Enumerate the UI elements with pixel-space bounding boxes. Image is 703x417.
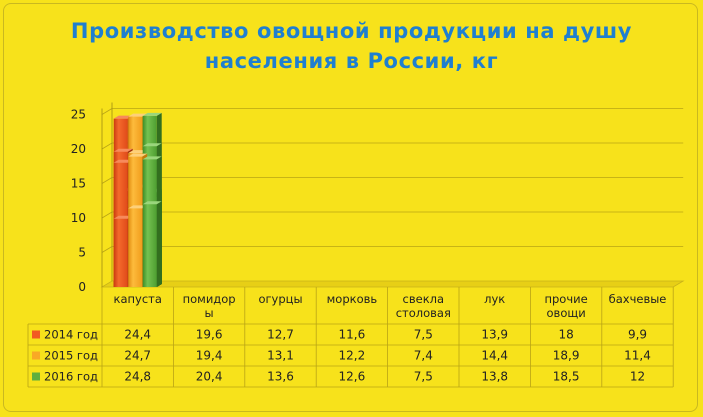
data-label: 12,2 xyxy=(339,349,366,363)
bar xyxy=(113,218,128,287)
data-label: 11,6 xyxy=(339,328,366,342)
x-tick-label: капуста xyxy=(114,292,162,306)
bar-top xyxy=(128,205,148,209)
data-label: 13,8 xyxy=(481,370,508,384)
legend-label: 2015 год xyxy=(44,349,98,363)
x-tick-label: огурцы xyxy=(258,292,302,306)
data-label: 14,4 xyxy=(481,349,508,363)
x-tick-label: помидор ы xyxy=(183,292,236,320)
data-label: 9,9 xyxy=(628,328,647,342)
data-label: 20,4 xyxy=(196,370,223,384)
y-tick-label: 0 xyxy=(78,280,86,294)
data-label: 12,6 xyxy=(339,370,366,384)
data-label: 19,6 xyxy=(196,328,223,342)
gridline-slant xyxy=(101,142,113,150)
data-label: 24,4 xyxy=(124,328,151,342)
data-label: 24,7 xyxy=(124,349,151,363)
data-label: 13,1 xyxy=(267,349,294,363)
data-label: 12,7 xyxy=(267,328,294,342)
data-label: 7,4 xyxy=(414,349,433,363)
x-tick-label: бахчевые xyxy=(609,292,667,306)
chart-floor xyxy=(100,280,685,288)
bar-top xyxy=(113,215,133,219)
bar-top xyxy=(113,159,133,163)
data-label: 13,9 xyxy=(481,328,508,342)
data-label: 18,9 xyxy=(553,349,580,363)
bar xyxy=(128,208,143,287)
y-tick-label: 10 xyxy=(71,211,86,225)
chart-title: Производство овощной продукции на душу н… xyxy=(70,19,633,73)
x-tick-label: свекла столовая xyxy=(396,292,451,320)
x-tick-label: лук xyxy=(484,292,505,306)
data-label: 18,5 xyxy=(553,370,580,384)
legend-key xyxy=(32,351,40,360)
chart-frame xyxy=(3,3,698,412)
bar xyxy=(142,204,157,287)
legend-label: 2016 год xyxy=(44,370,98,384)
gridline-slant xyxy=(101,246,113,253)
data-label: 19,4 xyxy=(196,349,223,363)
bar-top xyxy=(128,150,148,154)
gridline-slant xyxy=(101,108,113,115)
data-label: 24,8 xyxy=(124,370,151,384)
gridline-slant xyxy=(101,211,113,219)
data-label: 7,5 xyxy=(414,328,433,342)
bar-top xyxy=(142,112,162,116)
bar-top xyxy=(142,143,162,147)
y-tick-label: 25 xyxy=(71,108,86,122)
data-label: 7,5 xyxy=(414,370,433,384)
y-tick-label: 5 xyxy=(78,246,86,260)
bar-top xyxy=(128,153,148,157)
bar-top xyxy=(142,201,162,205)
bar-top xyxy=(142,156,162,160)
bar-top xyxy=(113,148,133,152)
data-label: 18 xyxy=(558,328,573,342)
bar-top xyxy=(113,115,133,119)
y-tick-label: 15 xyxy=(71,177,86,191)
x-tick-label: морковь xyxy=(327,292,378,306)
legend-label: 2014 год xyxy=(44,328,98,342)
gridline-slant xyxy=(101,177,113,184)
bar-top xyxy=(128,113,148,117)
legend-key xyxy=(32,330,40,339)
data-label: 12 xyxy=(630,370,645,384)
bar-side xyxy=(156,201,162,287)
legend-key xyxy=(32,372,40,381)
data-label: 13,6 xyxy=(267,370,294,384)
x-tick-label: прочие овощи xyxy=(544,292,587,320)
data-label: 11,4 xyxy=(624,349,651,363)
y-tick-label: 20 xyxy=(71,142,86,156)
